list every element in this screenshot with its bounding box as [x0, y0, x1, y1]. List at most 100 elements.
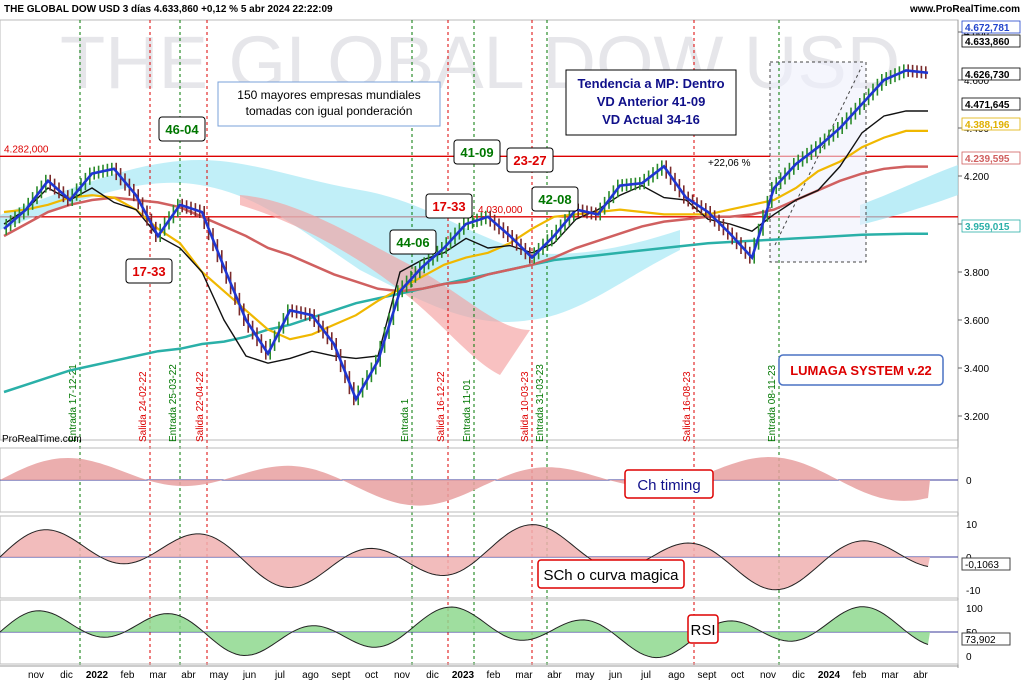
counter-box: 41-09: [453, 139, 501, 165]
panel-label-frame: [687, 614, 719, 644]
level-label-4282: 4.282,000: [4, 144, 49, 155]
x-month-label: feb: [121, 670, 135, 681]
panel-label-text: Ch timing: [637, 477, 700, 494]
x-month-label: jul: [640, 670, 651, 681]
counter-frame: [425, 193, 473, 219]
system-box-frame: [778, 354, 944, 386]
panel-label-box: Ch timing: [624, 469, 714, 499]
signal-label: Salida 16-12-22: [436, 371, 447, 442]
x-month-label: 2023: [452, 670, 475, 681]
oscillator-area: [0, 524, 930, 590]
price-badge-box: [961, 67, 1021, 81]
price-badge-text: 4.626,730: [965, 70, 1010, 81]
price-badge: 4.471,645: [961, 97, 1021, 111]
counter-box: 23-27: [506, 147, 554, 173]
counter-box: 42-08: [531, 186, 579, 212]
signal-label: Salida 22-04-22: [195, 371, 206, 442]
system-box-text: LUMAGA SYSTEM v.22: [790, 363, 932, 378]
panel-label-text: SCh o curva magica: [543, 567, 679, 584]
x-month-label: dic: [60, 670, 73, 681]
counter-frame: [453, 139, 501, 165]
site-link[interactable]: www.ProRealTime.com: [909, 4, 1020, 15]
sub-tick-label: 0: [966, 652, 972, 663]
panel-label-box: RSI: [687, 614, 719, 644]
price-badge: 4.633,860: [961, 34, 1021, 48]
counter-text: 17-33: [132, 264, 165, 279]
counter-box: 44-06: [389, 229, 437, 255]
price-badge-box: [961, 34, 1021, 48]
info-box-line: 150 mayores empresas mundiales: [237, 88, 420, 102]
info-box: 150 mayores empresas mundiales tomadas co…: [217, 81, 441, 127]
signal-label: Entrada 17-12-21: [68, 364, 79, 442]
counter-frame: [389, 229, 437, 255]
cloud-future: [860, 165, 958, 225]
price-badge: 4.239,595: [961, 151, 1021, 165]
price-badge-text: 4.672,781: [965, 23, 1010, 34]
price-badge-box: [961, 117, 1021, 131]
counter-text: 42-08: [538, 192, 571, 207]
x-month-label: feb: [853, 670, 867, 681]
panel-label-text: RSI: [690, 622, 715, 639]
ma-yellow-line: [3, 129, 928, 341]
price-badge-box: [961, 151, 1021, 165]
x-month-label: jun: [608, 670, 622, 681]
price-badge-box: [961, 20, 1021, 34]
y-tick-label: 3.400: [964, 364, 989, 375]
oscillator-line: [0, 606, 929, 659]
sub-badge-text: 73,902: [965, 635, 996, 646]
x-month-label: ago: [668, 670, 685, 681]
watermark: THE GLOBAL DOW USD: [60, 21, 900, 104]
signal-label: Entrada 31-03-23: [535, 364, 546, 442]
trend-box-frame: [565, 69, 737, 136]
sub-tick-label: 100: [966, 604, 983, 615]
trend-box-line: VD Anterior 41-09: [597, 94, 706, 109]
x-month-label: nov: [394, 670, 410, 681]
signal-label: Entrada 25-03-22: [168, 364, 179, 442]
counter-box: 46-04: [158, 116, 206, 142]
annotations-layer: 150 mayores empresas mundiales tomadas co…: [125, 69, 944, 386]
level-label-4030: 4.030,000: [478, 205, 523, 216]
x-month-label: oct: [365, 670, 379, 681]
sub-tick-label: 10: [966, 520, 978, 531]
x-month-label: 2022: [86, 670, 109, 681]
counter-box: 17-33: [125, 258, 173, 284]
trend-box-line: VD Actual 34-16: [602, 112, 700, 127]
counter-frame: [125, 258, 173, 284]
x-month-label: mar: [149, 670, 167, 681]
signal-label: Salida 24-02-22: [138, 371, 149, 442]
x-month-label: sept: [698, 670, 717, 681]
y-tick-label: 3.200: [964, 412, 989, 423]
x-month-label: oct: [731, 670, 745, 681]
y-tick-label: 3.600: [964, 316, 989, 327]
price-badge: 4.626,730: [961, 67, 1021, 81]
panel-label-box: SCh o curva magica: [537, 559, 685, 589]
sub-tick-label: -10: [966, 586, 981, 597]
price-line: [3, 69, 929, 403]
y-tick-label: 4.600: [964, 76, 989, 87]
x-month-label: may: [576, 670, 595, 681]
x-month-label: jun: [242, 670, 256, 681]
x-month-label: sept: [332, 670, 351, 681]
x-month-label: 2024: [818, 670, 841, 681]
credit-label: ProRealTime.com: [2, 434, 82, 445]
price-badge: 4.672,781: [961, 20, 1021, 34]
x-month-label: abr: [181, 670, 196, 681]
projection-box: [769, 61, 867, 263]
system-box: LUMAGA SYSTEM v.22: [778, 354, 944, 386]
info-box-line: tomadas con igual ponderación: [246, 104, 413, 118]
price-badge-box: [961, 219, 1021, 233]
x-month-label: dic: [792, 670, 805, 681]
y-tick-label: 4.800: [964, 28, 989, 39]
signal-label: Entrada 11-01: [462, 379, 473, 442]
sub-badge-box: [961, 632, 1011, 646]
sub-badge-box: [961, 557, 1011, 571]
x-axis: nov dic 2022 feb mar abr may jun jul ago sept oct no…: [0, 665, 958, 681]
trend-box: Tendencia a MP: Dentro VD Anterior 41-09 V…: [565, 69, 737, 136]
counter-frame: [506, 147, 554, 173]
price-badge-text: 4.633,860: [965, 37, 1010, 48]
x-month-label: abr: [913, 670, 928, 681]
x-month-label: may: [210, 670, 229, 681]
